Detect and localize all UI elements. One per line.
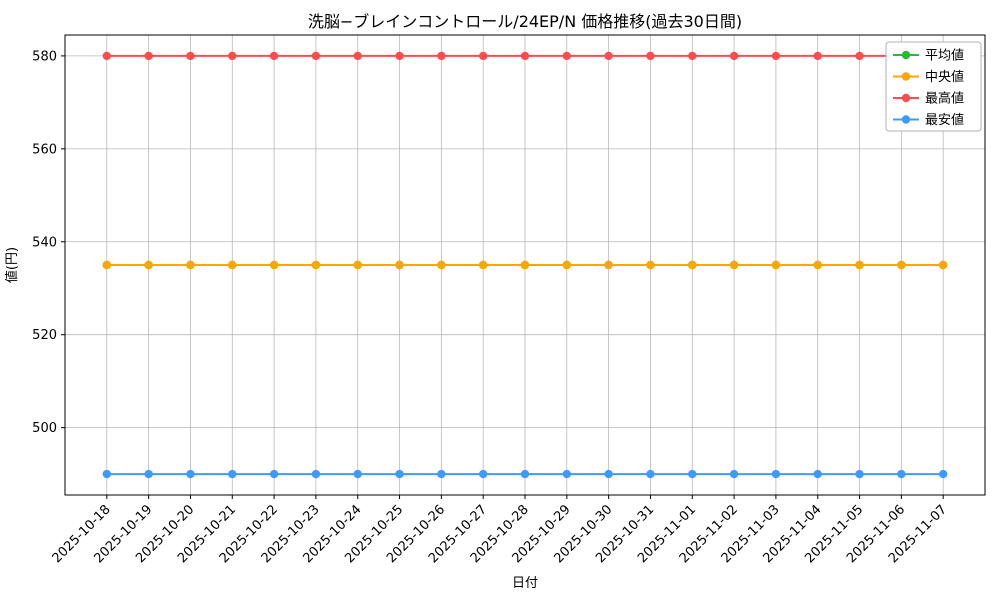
data-point-max <box>395 51 404 61</box>
data-point-max <box>102 51 112 61</box>
data-point-min <box>478 469 488 479</box>
data-point-min <box>562 469 572 479</box>
data-point-min <box>520 469 530 479</box>
data-point-max <box>646 51 655 61</box>
legend-label-average: 平均値 <box>925 48 964 64</box>
data-point-max <box>562 51 572 61</box>
data-point-median <box>311 260 321 270</box>
data-point-median <box>102 260 112 270</box>
data-point-median <box>353 260 362 270</box>
data-point-max <box>520 51 530 61</box>
data-point-max <box>437 51 446 61</box>
data-point-median <box>897 260 906 270</box>
legend-item-average: 平均値 <box>893 48 964 64</box>
data-point-max <box>186 51 195 61</box>
data-point-median <box>269 260 279 270</box>
data-point-min <box>228 469 237 479</box>
data-point-min <box>395 469 404 479</box>
y-tick-label: 560 <box>32 142 57 157</box>
data-point-min <box>144 469 153 479</box>
data-point-median <box>855 260 864 270</box>
data-point-min <box>771 469 781 479</box>
series-layer <box>102 51 948 479</box>
data-point-min <box>604 469 613 479</box>
legend-label-median: 中央値 <box>925 69 964 85</box>
data-point-median <box>186 260 195 270</box>
data-point-median <box>228 260 237 270</box>
y-tick-label: 520 <box>32 328 57 343</box>
data-point-median <box>729 260 739 270</box>
legend-box <box>885 41 982 132</box>
data-point-min <box>186 469 195 479</box>
data-point-max <box>604 51 613 61</box>
data-point-median <box>520 260 530 270</box>
chart-title: 洗脳−ブレインコントロール/24EP/N 価格推移(過去30日間) <box>308 12 742 31</box>
data-point-min <box>813 469 822 479</box>
data-point-median <box>144 260 153 270</box>
data-point-max <box>311 51 321 61</box>
y-tick-label: 500 <box>32 421 57 436</box>
data-point-min <box>102 469 112 479</box>
legend-label-min: 最安値 <box>925 112 964 128</box>
data-point-max <box>478 51 488 61</box>
legend-item-min: 最安値 <box>893 112 964 128</box>
data-point-max <box>269 51 279 61</box>
data-point-max <box>771 51 781 61</box>
data-point-max <box>855 51 864 61</box>
data-point-min <box>688 469 697 479</box>
data-point-max <box>688 51 697 61</box>
y-axis-label: 値(円) <box>4 247 20 283</box>
legend-marker-min <box>901 115 911 124</box>
legend-marker-average <box>901 50 911 60</box>
y-tick-label: 540 <box>32 235 57 250</box>
series-max <box>102 51 948 61</box>
data-point-median <box>646 260 655 270</box>
data-point-median <box>478 260 488 270</box>
y-tick-label: 580 <box>32 49 57 64</box>
data-point-min <box>269 469 279 479</box>
data-point-median <box>771 260 781 270</box>
data-point-max <box>144 51 153 61</box>
data-point-max <box>813 51 822 61</box>
legend-item-median: 中央値 <box>893 69 964 85</box>
data-point-min <box>729 469 739 479</box>
legend-item-max: 最高値 <box>893 91 964 107</box>
data-point-min <box>938 469 948 479</box>
data-point-median <box>938 260 948 270</box>
data-point-min <box>897 469 906 479</box>
legend-marker-max <box>901 93 911 103</box>
data-point-min <box>353 469 362 479</box>
data-point-max <box>729 51 739 61</box>
legend-label-max: 最高値 <box>925 91 964 107</box>
data-point-median <box>813 260 822 270</box>
data-point-median <box>604 260 613 270</box>
data-point-median <box>395 260 404 270</box>
data-point-min <box>311 469 321 479</box>
data-point-min <box>855 469 864 479</box>
data-point-median <box>562 260 572 270</box>
data-point-median <box>688 260 697 270</box>
axes-layer: 5005205405605802025-10-182025-10-192025-… <box>32 49 950 566</box>
data-point-max <box>228 51 237 61</box>
series-median <box>102 260 948 270</box>
data-point-max <box>353 51 362 61</box>
series-min <box>102 469 948 479</box>
legend-marker-median <box>901 72 911 81</box>
data-point-min <box>437 469 446 479</box>
x-axis-label: 日付 <box>512 576 538 591</box>
data-point-min <box>646 469 655 479</box>
data-point-median <box>437 260 446 270</box>
